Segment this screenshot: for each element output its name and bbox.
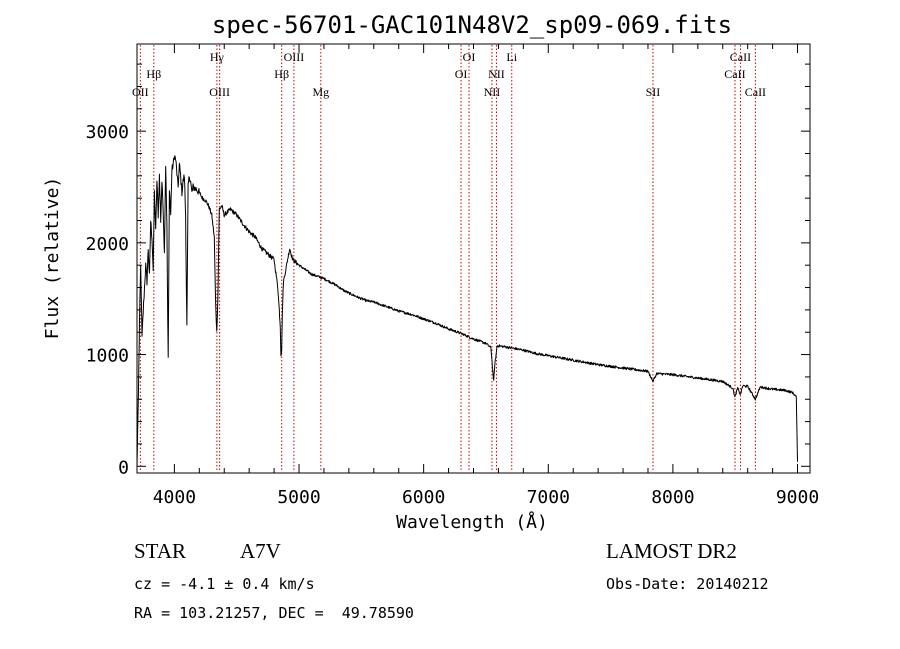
spectral-line-label: CaII (724, 67, 745, 81)
spectral-line-label: OI (463, 50, 476, 64)
spectral-line-label: OIII (209, 85, 230, 99)
object-subclass: A7V (240, 539, 281, 563)
x-tick-label: 8000 (651, 487, 694, 508)
spectral-line-label: OIII (284, 50, 305, 64)
spectral-line-label: Mg (312, 85, 329, 99)
observation-date: Obs-Date: 20140212 (606, 575, 769, 593)
y-tick-label: 3000 (86, 122, 129, 143)
x-tick-label: 4000 (153, 487, 196, 508)
redshift-info: cz = -4.1 ± 0.4 km/s (134, 575, 315, 593)
x-tick-label: 7000 (527, 487, 570, 508)
y-axis-label: Flux (relative) (42, 177, 63, 340)
spectral-line-label: Hβ (274, 67, 289, 81)
y-tick-label: 0 (118, 457, 129, 478)
coordinates: RA = 103.21257, DEC = 49.78590 (134, 604, 414, 622)
x-tick-label: 9000 (776, 487, 819, 508)
object-class: STAR (134, 539, 186, 563)
spectral-line-label: Hγ (210, 50, 225, 64)
spectral-line-label: OI (455, 67, 468, 81)
y-tick-label: 2000 (86, 234, 129, 255)
y-tick-label: 1000 (86, 346, 129, 367)
spectrum-series-group (136, 155, 798, 467)
y-axis: 0 1000 2000 3000 (86, 63, 810, 478)
survey-name: LAMOST DR2 (606, 539, 737, 563)
chart-title: spec-56701-GAC101N48V2_sp09-069.fits (212, 11, 732, 39)
x-axis: 4000 5000 6000 7000 8000 9000 (153, 44, 819, 508)
spectral-line-label: NII (488, 67, 505, 81)
spectral-line-label: CaII (745, 85, 766, 99)
spectral-line-label: SII (646, 85, 661, 99)
spectral-line-label: OII (132, 85, 149, 99)
spectral-line-label: Hβ (146, 67, 161, 81)
x-tick-label: 6000 (402, 487, 445, 508)
spectral-line-label: CaII (730, 50, 751, 64)
spectrum-series-line (136, 155, 798, 467)
spectral-line-markers (139, 45, 756, 472)
spectral-line-label: NII (484, 85, 501, 99)
x-tick-label: 5000 (277, 487, 320, 508)
spectral-line-label: Li (506, 50, 517, 64)
x-axis-label: Wavelength (Å) (396, 511, 548, 533)
